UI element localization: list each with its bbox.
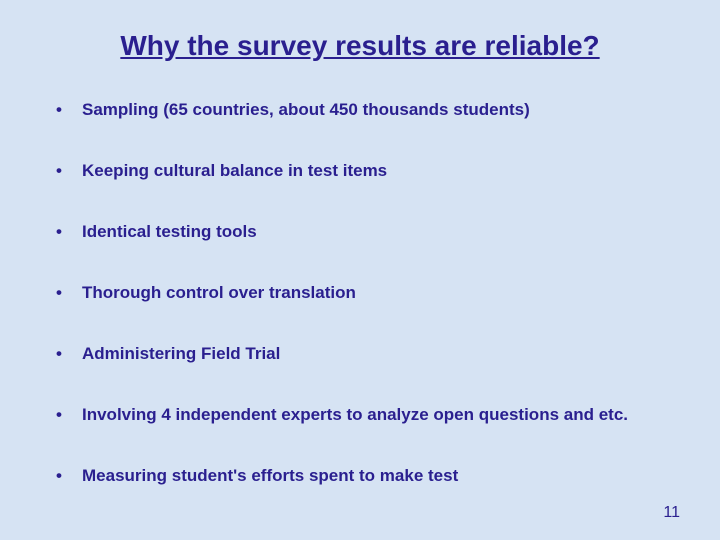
list-item: Sampling (65 countries, about 450 thousa… <box>52 99 668 122</box>
list-item: Thorough control over translation <box>52 282 668 305</box>
list-item: Measuring student's efforts spent to mak… <box>52 465 668 488</box>
page-number: 11 <box>663 504 680 522</box>
list-item: Identical testing tools <box>52 221 668 244</box>
slide: Why the survey results are reliable? Sam… <box>0 0 720 540</box>
bullet-list: Sampling (65 countries, about 450 thousa… <box>52 99 668 488</box>
list-item: Involving 4 independent experts to analy… <box>52 404 668 427</box>
list-item: Keeping cultural balance in test items <box>52 160 668 183</box>
slide-title: Why the survey results are reliable? <box>52 28 668 63</box>
list-item: Administering Field Trial <box>52 343 668 366</box>
